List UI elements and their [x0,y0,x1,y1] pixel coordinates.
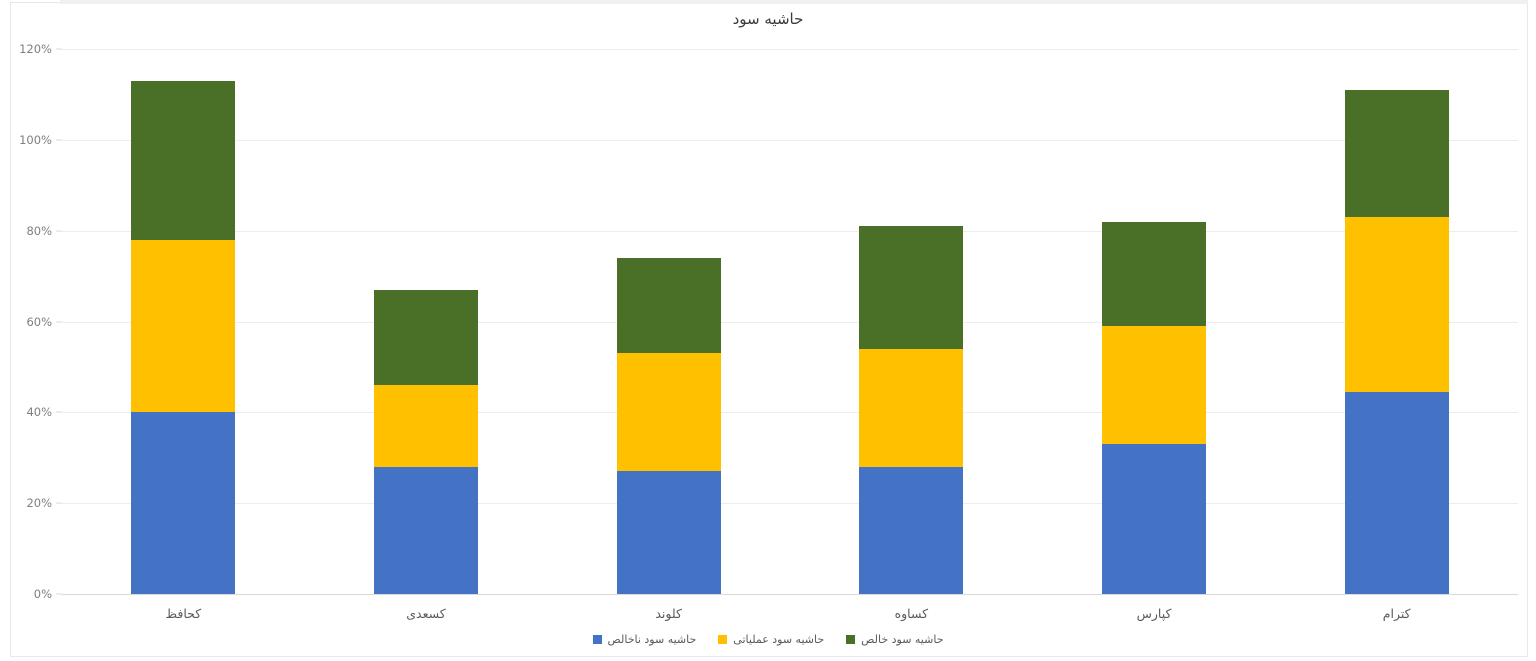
bar-segment[interactable] [131,239,236,413]
legend-color-swatch [592,635,602,644]
bar-segment[interactable] [1344,391,1449,594]
bar-group[interactable]: کسعدی [305,49,548,621]
bar-group[interactable]: کساوه [790,49,1033,621]
bar-segment[interactable] [616,353,721,472]
stacked-bar[interactable] [859,226,964,594]
bar-series-layer: کحافظ کسعدی کلوند کساوه کپارس کترام [62,49,1518,621]
y-axis-tick-label: 60% [26,314,52,329]
y-axis-tick-mark [56,593,62,595]
legend-label: حاشیه سود ناخالص [607,633,697,646]
x-axis-tick-label: کلوند [655,606,682,621]
gridline [62,594,1518,595]
legend-item[interactable]: حاشیه سود ناخالص [592,633,697,646]
stacked-bar[interactable] [616,257,721,594]
bar-group[interactable]: کلوند [547,49,790,621]
y-axis-tick-mark [56,48,62,50]
y-axis-tick-label: 0% [33,587,52,601]
x-axis-tick-label: کپارس [1136,606,1172,621]
bar-segment[interactable] [1344,217,1449,392]
y-axis-tick-mark [56,230,62,232]
bar-group[interactable]: کپارس [1033,49,1276,621]
legend-color-swatch [846,635,856,644]
legend-label: حاشیه سود خالص [861,633,944,646]
legend-color-swatch [718,635,728,644]
chart-frame [10,2,1528,657]
gridline [62,230,1518,232]
bar-segment[interactable] [1102,326,1207,445]
stacked-bar[interactable] [374,289,478,594]
legend-item[interactable]: حاشیه سود عملیاتی [718,633,824,646]
gridline [62,139,1518,141]
y-axis-tick-mark [56,139,62,141]
bar-segment[interactable] [616,257,721,354]
y-axis-tick-label: 100% [19,132,52,147]
bar-segment[interactable] [1344,89,1449,218]
bar-segment[interactable] [374,289,478,386]
y-axis-tick-mark [56,411,62,413]
y-axis-tick-label: 80% [26,223,52,238]
bar-segment[interactable] [1102,221,1207,327]
bar-segment[interactable] [131,412,236,594]
legend-label: حاشیه سود عملیاتی [733,633,825,646]
chart-frame-top-shade [60,0,1528,4]
stacked-bar[interactable] [131,80,236,594]
x-axis-tick-label: کسعدی [406,606,446,621]
bar-group[interactable]: کترام [1275,49,1518,621]
bar-segment[interactable] [374,466,478,594]
bar-segment[interactable] [859,226,964,349]
y-axis-tick-label: 20% [26,496,52,511]
gridline [62,503,1518,505]
bar-segment[interactable] [131,80,236,240]
chart-title: حاشیه سود [732,10,804,28]
chart-legend: حاشیه سود ناخالص حاشیه سود عملیاتی حاشیه س… [0,633,1536,646]
y-axis-tick-mark [56,321,62,322]
bar-segment[interactable] [1102,444,1207,594]
bar-segment[interactable] [859,348,964,467]
bar-segment[interactable] [616,471,721,594]
bar-segment[interactable] [859,466,964,594]
x-axis-tick-label: کساوه [894,606,929,621]
plot-area: 0% 20% 40% 60% 80% 100% 120% کحافظ کسعدی کلوند کس… [19,42,1518,621]
bar-group[interactable]: کحافظ [62,49,305,621]
x-axis-tick-label: کترام [1382,606,1411,621]
gridline [62,412,1518,414]
stacked-bar[interactable] [1102,221,1207,594]
gridline [62,321,1518,323]
bar-segment[interactable] [374,385,478,467]
gridline [62,49,1518,50]
y-axis-tick-label: 120% [19,42,52,56]
x-axis-tick-label: کحافظ [165,606,202,621]
y-axis-tick-label: 40% [26,405,52,420]
y-axis-tick-mark [56,502,62,504]
stacked-bar[interactable] [1344,89,1449,594]
legend-item[interactable]: حاشیه سود خالص [846,633,944,646]
